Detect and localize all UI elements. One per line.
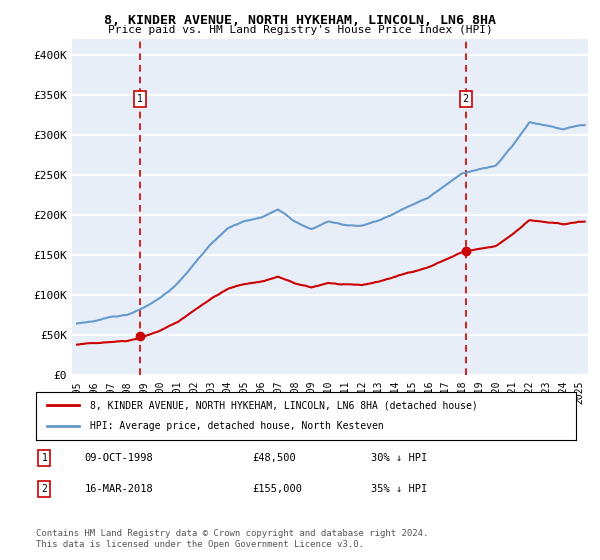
Text: 09-OCT-1998: 09-OCT-1998 — [85, 453, 154, 463]
Text: Price paid vs. HM Land Registry's House Price Index (HPI): Price paid vs. HM Land Registry's House … — [107, 25, 493, 35]
Text: 1: 1 — [137, 94, 143, 104]
Text: 8, KINDER AVENUE, NORTH HYKEHAM, LINCOLN, LN6 8HA: 8, KINDER AVENUE, NORTH HYKEHAM, LINCOLN… — [104, 14, 496, 27]
Text: 16-MAR-2018: 16-MAR-2018 — [85, 484, 154, 493]
Text: Contains HM Land Registry data © Crown copyright and database right 2024.
This d: Contains HM Land Registry data © Crown c… — [36, 529, 428, 549]
Text: £48,500: £48,500 — [252, 453, 296, 463]
Text: £155,000: £155,000 — [252, 484, 302, 493]
Text: 2: 2 — [463, 94, 469, 104]
Text: HPI: Average price, detached house, North Kesteven: HPI: Average price, detached house, Nort… — [90, 421, 384, 431]
Text: 35% ↓ HPI: 35% ↓ HPI — [371, 484, 427, 493]
Text: 1: 1 — [41, 453, 47, 463]
Text: 2: 2 — [41, 484, 47, 493]
Text: 8, KINDER AVENUE, NORTH HYKEHAM, LINCOLN, LN6 8HA (detached house): 8, KINDER AVENUE, NORTH HYKEHAM, LINCOLN… — [90, 400, 478, 410]
Text: 30% ↓ HPI: 30% ↓ HPI — [371, 453, 427, 463]
